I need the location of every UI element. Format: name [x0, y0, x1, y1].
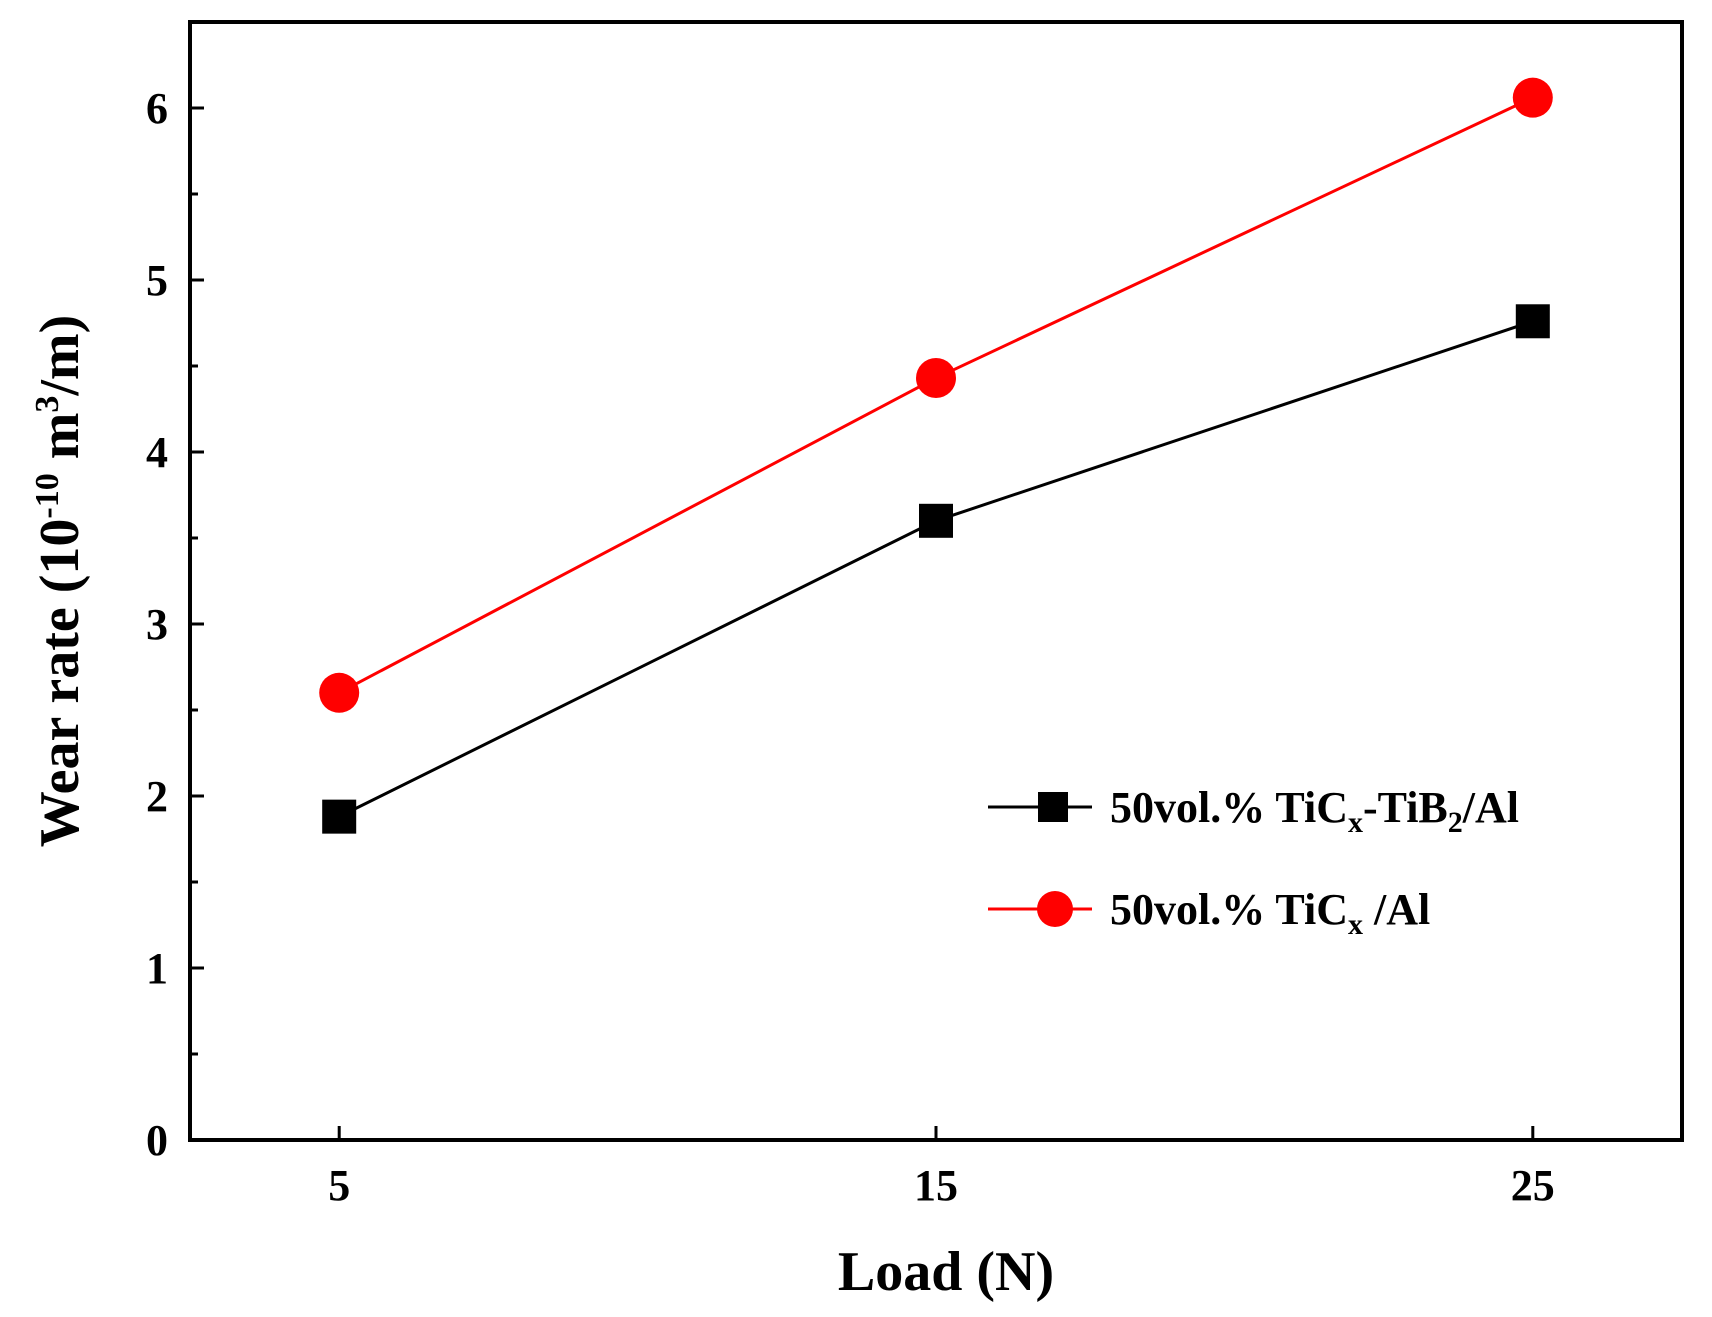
x-axis-title: Load (N) — [838, 1241, 1054, 1303]
y-axis-ticks: 0 1 2 3 4 5 6 — [146, 20, 204, 1165]
legend-label-ticx-tib2-al: 50vol.% TiCx-TiB2/Al — [1110, 783, 1519, 839]
y-axis-title-exp: -10 — [29, 473, 66, 518]
y-tick-label: 5 — [146, 256, 168, 305]
y-axis-title-unit-exp: 3 — [29, 396, 66, 413]
legend: 50vol.% TiCx-TiB2/Al 50vol.% TiCx /Al — [988, 783, 1519, 941]
x-tick-label: 15 — [914, 1161, 958, 1210]
x-tick-label: 5 — [328, 1161, 350, 1210]
legend-label-ticx-al: 50vol.% TiCx /Al — [1110, 885, 1430, 941]
y-axis-title: Wear rate (10-10 m3/m) — [29, 315, 91, 847]
data-point-square — [919, 503, 953, 538]
series-layer — [319, 77, 1553, 834]
y-tick-label: 2 — [146, 772, 168, 821]
data-point-circle — [319, 672, 360, 713]
data-point-square — [322, 799, 357, 834]
legend-marker-circle — [1037, 891, 1073, 927]
data-point-circle — [1512, 77, 1553, 118]
legend-item-ticx-tib2-al: 50vol.% TiCx-TiB2/Al — [988, 783, 1519, 839]
data-point-square — [1515, 304, 1550, 339]
y-tick-label: 6 — [146, 84, 168, 133]
y-axis-title-tail: /m) — [29, 315, 91, 397]
y-axis-title-main: Wear rate (10 — [29, 519, 91, 848]
legend-item-ticx-al: 50vol.% TiCx /Al — [988, 885, 1430, 941]
y-tick-label: 1 — [146, 944, 168, 993]
y-tick-label: 3 — [146, 600, 168, 649]
y-tick-label: 0 — [146, 1116, 168, 1165]
y-axis-title-unit: m — [29, 413, 91, 474]
x-tick-label: 25 — [1511, 1161, 1555, 1210]
plot-frame — [188, 20, 1684, 1142]
x-axis-ticks: 5 15 25 — [328, 1126, 1555, 1210]
y-tick-label: 4 — [146, 428, 168, 477]
data-point-circle — [916, 358, 956, 399]
legend-marker-square — [1038, 792, 1068, 822]
